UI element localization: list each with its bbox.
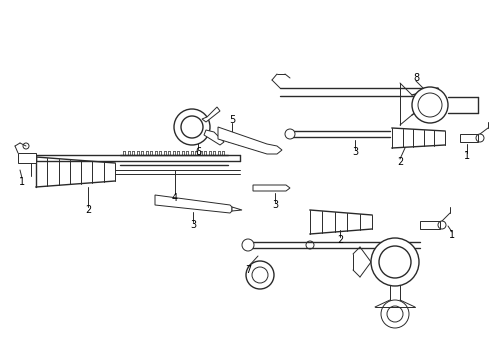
Circle shape xyxy=(174,109,210,145)
Text: 1: 1 xyxy=(19,177,25,187)
Circle shape xyxy=(246,261,274,289)
Text: 2: 2 xyxy=(337,235,343,245)
Text: 3: 3 xyxy=(190,220,196,230)
Circle shape xyxy=(379,246,411,278)
Polygon shape xyxy=(204,130,224,145)
Text: 4: 4 xyxy=(172,193,178,203)
Text: 8: 8 xyxy=(413,73,419,83)
Circle shape xyxy=(412,87,448,123)
Text: 2: 2 xyxy=(397,157,403,167)
Text: 2: 2 xyxy=(85,205,91,215)
Circle shape xyxy=(252,267,268,283)
Text: 5: 5 xyxy=(229,115,235,125)
Polygon shape xyxy=(202,107,220,122)
Polygon shape xyxy=(460,134,478,142)
Polygon shape xyxy=(155,195,232,213)
Circle shape xyxy=(371,238,419,286)
Text: 7: 7 xyxy=(245,265,251,275)
Text: 1: 1 xyxy=(449,230,455,240)
Text: 3: 3 xyxy=(352,147,358,157)
Polygon shape xyxy=(253,185,290,191)
Circle shape xyxy=(285,129,295,139)
Text: 6: 6 xyxy=(195,147,201,157)
Circle shape xyxy=(418,93,442,117)
Polygon shape xyxy=(218,127,282,154)
Polygon shape xyxy=(420,221,440,229)
Polygon shape xyxy=(232,207,242,211)
Circle shape xyxy=(242,239,254,251)
Text: 3: 3 xyxy=(272,200,278,210)
Text: 1: 1 xyxy=(464,151,470,161)
Polygon shape xyxy=(18,153,36,163)
Circle shape xyxy=(181,116,203,138)
